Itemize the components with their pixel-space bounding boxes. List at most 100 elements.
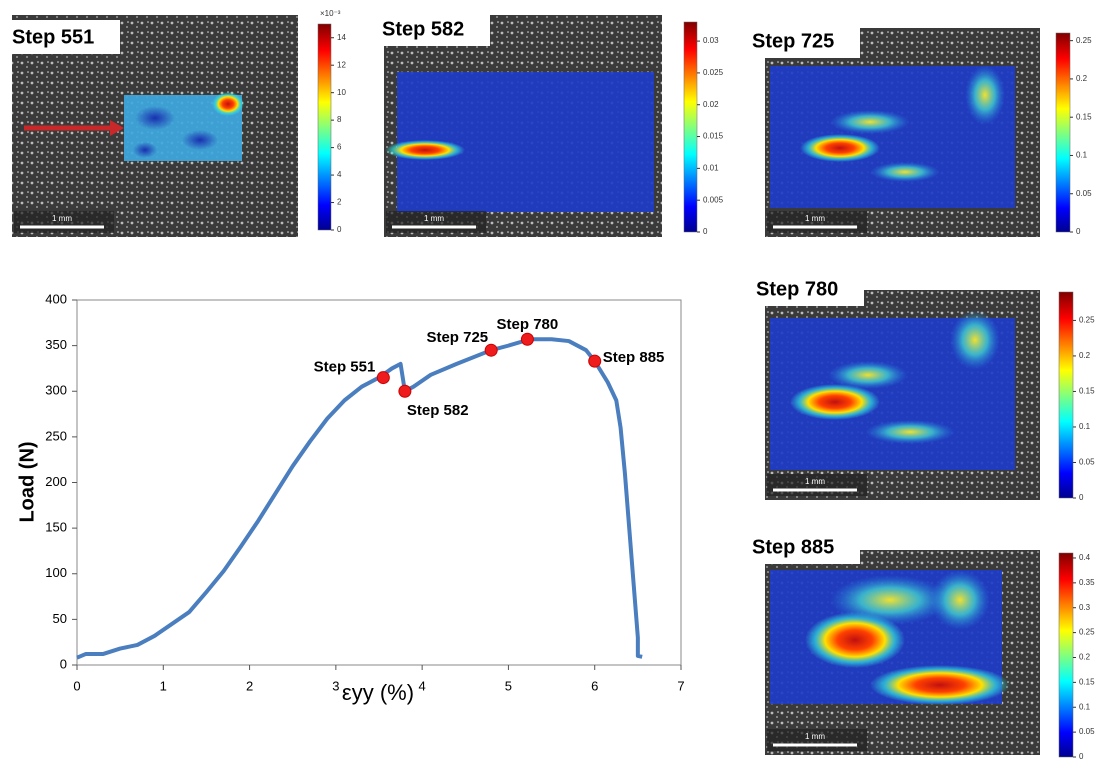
step-label: Step 551 — [314, 359, 376, 376]
colorbar-tick-label: 0.01 — [703, 163, 719, 172]
colorbar-tick-label: 12 — [337, 60, 346, 69]
dic-panel: 1 mm Step 551 0 2 4 6 8 10 12 14 ×10⁻³ — [8, 9, 346, 237]
title-box — [378, 12, 490, 46]
y-tick-label: 0 — [60, 656, 67, 671]
panel-title: Step 885 — [752, 536, 834, 558]
title-box — [8, 20, 120, 54]
colorbar-tick-label: 0.05 — [1076, 189, 1092, 198]
colorbar-tick-label: 0.03 — [703, 36, 719, 45]
step-marker — [588, 354, 602, 368]
colorbar-tick-label: 0.4 — [1079, 553, 1091, 562]
strain-hotspot — [385, 140, 465, 160]
title-box — [748, 530, 860, 564]
colorbar — [1055, 32, 1071, 233]
scale-label: 1 mm — [805, 732, 825, 741]
x-tick-label: 5 — [505, 678, 512, 693]
colorbar-tick-label: 0.25 — [1079, 628, 1095, 637]
scale-label: 1 mm — [805, 214, 825, 223]
colorbar-tick-label: 0.025 — [703, 68, 724, 77]
colorbar-tick-label: 2 — [337, 198, 342, 207]
colorbar-tick-label: 0.25 — [1076, 36, 1092, 45]
y-tick-label: 150 — [45, 520, 67, 535]
colorbar-tick-label: 0 — [337, 225, 342, 234]
panel-title: Step 582 — [382, 18, 464, 40]
colorbar-tick-label: 0 — [1079, 752, 1084, 761]
strain-hotspot — [212, 92, 244, 116]
step-label: Step 780 — [497, 316, 559, 333]
y-tick-label: 50 — [53, 611, 67, 626]
colorbar — [683, 21, 698, 233]
colorbar — [1058, 552, 1074, 758]
crack-arrow-head — [110, 120, 124, 136]
x-tick-label: 0 — [73, 678, 80, 693]
title-box — [748, 24, 860, 58]
y-tick-label: 100 — [45, 565, 67, 580]
colorbar-tick-label: 0 — [1079, 493, 1084, 502]
colorbar-tick-label: 0.35 — [1079, 578, 1095, 587]
x-tick-label: 4 — [419, 678, 426, 693]
step-label: Step 885 — [603, 349, 665, 366]
y-tick-label: 400 — [45, 291, 67, 306]
colorbar-tick-label: 0.015 — [703, 132, 724, 141]
strain-hotspot — [865, 420, 955, 444]
strain-hotspot — [930, 570, 990, 630]
step-label: Step 582 — [407, 402, 469, 419]
y-tick-label: 350 — [45, 337, 67, 352]
scale-label: 1 mm — [805, 477, 825, 486]
dic-panel: 1 mm Step 582 0 0.005 0.01 0.015 0.02 0.025 0.03 — [378, 12, 724, 237]
dic-panel: 1 mm Step 885 0 0.05 0.1 0.15 0.2 0.25 0.3 0.35 0.… — [748, 530, 1095, 761]
strain-hotspot — [182, 130, 218, 150]
load-strain-chart: Load (N) εyy (%) — [16, 441, 414, 704]
colorbar-tick-label: 0.1 — [1076, 151, 1088, 160]
colorbar — [1058, 291, 1074, 499]
x-tick-label: 3 — [332, 678, 339, 693]
step-marker — [484, 343, 498, 357]
colorbar-tick-label: 0.02 — [703, 100, 719, 109]
colorbar-tick-label: 14 — [337, 33, 346, 42]
panel-title: Step 780 — [756, 278, 838, 300]
colorbar-tick-label: 6 — [337, 143, 342, 152]
panel-title: Step 551 — [12, 26, 94, 48]
strain-hotspot — [870, 162, 940, 182]
strain-hotspot — [830, 110, 910, 134]
strain-hotspot — [830, 575, 950, 625]
x-tick-label: 2 — [246, 678, 253, 693]
colorbar-tick-label: 10 — [337, 88, 346, 97]
title-box — [752, 272, 864, 306]
y-axis-label: Load (N) — [16, 441, 38, 522]
y-tick-label: 200 — [45, 474, 67, 489]
strain-hotspot — [965, 65, 1005, 125]
step-marker — [520, 332, 534, 346]
strain-hotspot — [870, 665, 1010, 705]
dic-panel: 1 mm Step 725 0 0.05 0.1 0.15 0.2 0.25 — [748, 24, 1092, 237]
dic-panel: 1 mm Step 780 0 0.05 0.1 0.15 0.2 0.25 — [752, 272, 1095, 502]
x-tick-label: 6 — [591, 678, 598, 693]
x-tick-label: 1 — [160, 678, 167, 693]
colorbar-exponent: ×10⁻³ — [320, 9, 341, 18]
colorbar-tick-label: 0.2 — [1079, 653, 1091, 662]
colorbar-tick-label: 0.2 — [1079, 351, 1091, 360]
colorbar-tick-label: 0.005 — [703, 195, 724, 204]
data-line — [76, 337, 643, 660]
colorbar — [317, 23, 332, 231]
scale-label: 1 mm — [424, 214, 444, 223]
step-marker — [376, 371, 390, 385]
colorbar-tick-label: 0 — [1076, 227, 1081, 236]
y-tick-label: 300 — [45, 383, 67, 398]
strain-hotspot — [135, 106, 175, 130]
strain-hotspot — [790, 384, 880, 420]
strain-hotspot — [828, 361, 908, 389]
colorbar-tick-label: 0 — [703, 227, 708, 236]
colorbar-tick-label: 0.1 — [1079, 422, 1091, 431]
scale-label: 1 mm — [52, 214, 72, 223]
colorbar-tick-label: 0.15 — [1076, 112, 1092, 121]
colorbar-tick-label: 0.2 — [1076, 74, 1088, 83]
strain-hotspot — [805, 612, 905, 668]
colorbar-tick-label: 0.25 — [1079, 316, 1095, 325]
x-axis-label: εyy (%) — [342, 680, 414, 705]
colorbar-tick-label: 8 — [337, 115, 342, 124]
strain-hotspot — [800, 134, 880, 162]
step-label: Step 725 — [426, 329, 488, 346]
x-tick-label: 7 — [677, 678, 684, 693]
